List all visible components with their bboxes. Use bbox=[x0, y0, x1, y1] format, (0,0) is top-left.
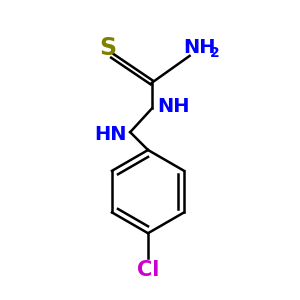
Text: S: S bbox=[99, 36, 116, 60]
Text: NH: NH bbox=[158, 97, 190, 116]
Text: 2: 2 bbox=[209, 46, 219, 60]
Text: NH: NH bbox=[183, 38, 216, 58]
Text: Cl: Cl bbox=[137, 260, 159, 280]
Text: HN: HN bbox=[94, 124, 127, 144]
